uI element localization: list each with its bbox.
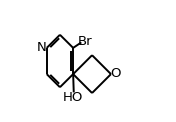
Text: O: O — [110, 67, 121, 80]
Text: N: N — [37, 41, 46, 54]
Text: HO: HO — [62, 91, 83, 104]
Text: Br: Br — [78, 35, 92, 48]
